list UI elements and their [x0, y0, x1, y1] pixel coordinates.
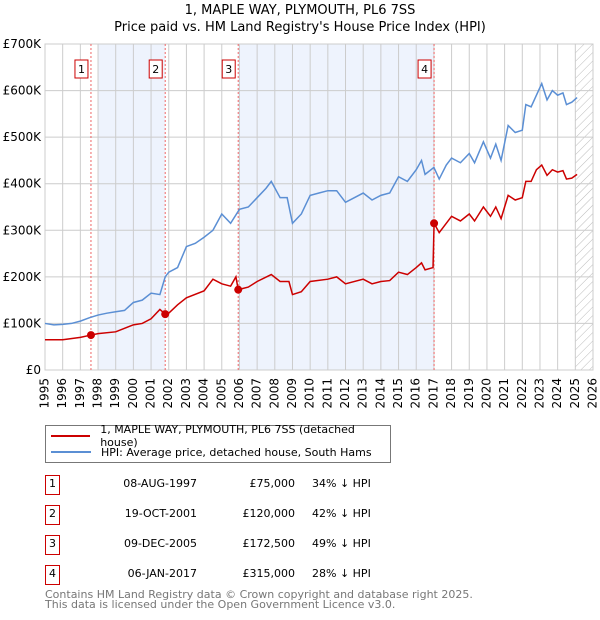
x-tick-label: 2007 — [250, 378, 264, 409]
x-tick-label: 2019 — [462, 378, 476, 409]
sale-label-box — [221, 59, 236, 79]
x-tick-label: 2016 — [409, 378, 423, 409]
sale-point — [86, 331, 95, 340]
sale-row: 4 06-JAN-2017 £315,000 28% ↓ HPI — [45, 565, 425, 585]
sale-hpi: 42% ↓ HPI — [312, 507, 371, 520]
sale-number: 4 — [45, 565, 60, 585]
legend-swatch-blue — [51, 451, 91, 453]
plot-border — [44, 43, 594, 371]
x-tick-label: 2011 — [320, 378, 334, 409]
sale-date: 08-AUG-1997 — [123, 477, 197, 490]
x-tick-label: 1995 — [38, 378, 52, 409]
legend-item-hpi: HPI: Average price, detached house, Sout… — [51, 444, 372, 460]
sale-point — [161, 310, 170, 319]
sale-number: 2 — [45, 505, 60, 525]
sale-price: £172,500 — [242, 537, 296, 550]
x-tick-label: 2002 — [161, 378, 175, 409]
chart-title: 1, MAPLE WAY, PLYMOUTH, PL6 7SS — [184, 3, 416, 18]
x-tick-label: 2008 — [267, 378, 281, 409]
sale-point — [234, 285, 243, 294]
x-tick-label: 1996 — [55, 378, 69, 409]
y-tick-label: £300K — [3, 223, 43, 237]
y-tick-label: £500K — [3, 130, 43, 144]
sale-price: £120,000 — [242, 507, 296, 520]
x-tick-label: 2013 — [356, 378, 370, 409]
sale-hpi: 34% ↓ HPI — [312, 477, 371, 490]
x-tick-label: 2006 — [232, 378, 246, 409]
x-tick-label: 2021 — [497, 378, 511, 409]
x-tick-label: 2026 — [586, 378, 600, 409]
x-tick-label: 2015 — [391, 378, 405, 409]
sale-price: £315,000 — [242, 567, 296, 580]
x-tick-label: 2018 — [444, 378, 458, 409]
sale-price: £75,000 — [249, 477, 296, 490]
x-tick-label: 2003 — [179, 378, 193, 409]
x-tick-label: 2022 — [515, 378, 529, 409]
sale-hpi: 28% ↓ HPI — [312, 567, 371, 580]
y-tick-label: £0 — [26, 363, 41, 377]
sale-date: 19-OCT-2001 — [124, 507, 197, 520]
x-tick-label: 2010 — [303, 378, 317, 409]
shaded-range — [98, 44, 166, 370]
forecast-hatch — [575, 44, 593, 370]
sale-point — [430, 219, 439, 228]
shaded-range — [238, 44, 435, 370]
sale-row: 3 09-DEC-2005 £172,500 49% ↓ HPI — [45, 535, 425, 555]
sale-row: 1 08-AUG-1997 £75,000 34% ↓ HPI — [45, 475, 425, 495]
x-tick-label: 2000 — [126, 378, 140, 409]
y-tick-label: £400K — [3, 177, 43, 191]
y-tick-label: £100K — [3, 316, 43, 330]
x-tick-label: 2001 — [144, 378, 158, 409]
x-tick-label: 1997 — [73, 378, 87, 409]
hpi-line — [44, 81, 578, 326]
legend-swatch-red — [51, 435, 91, 437]
legend-label: HPI: Average price, detached house, Sout… — [101, 445, 372, 459]
x-tick-label: 1999 — [108, 378, 122, 409]
legend-item-property: 1, MAPLE WAY, PLYMOUTH, PL6 7SS (detache… — [51, 423, 390, 449]
chart-subtitle: Price paid vs. HM Land Registry's House … — [114, 20, 486, 35]
sale-label-box — [148, 59, 163, 79]
x-tick-label: 2020 — [479, 378, 493, 409]
y-tick-label: £600K — [3, 84, 43, 98]
x-tick-label: 2025 — [568, 378, 582, 409]
x-tick-label: 2004 — [197, 378, 211, 409]
legend-label: 1, MAPLE WAY, PLYMOUTH, PL6 7SS (detache… — [100, 423, 355, 449]
footer-line: This data is licensed under the Open Gov… — [45, 598, 396, 611]
sale-label: 3 — [225, 63, 232, 76]
footer-line: Contains HM Land Registry data © Crown c… — [45, 588, 473, 601]
sale-number: 1 — [45, 475, 60, 495]
legend: 1, MAPLE WAY, PLYMOUTH, PL6 7SS (detache… — [45, 423, 391, 463]
x-tick-label: 2023 — [532, 378, 546, 409]
sale-row: 2 19-OCT-2001 £120,000 42% ↓ HPI — [45, 505, 425, 525]
x-tick-label: 2005 — [214, 378, 228, 409]
x-tick-label: 2009 — [285, 378, 299, 409]
plot-area: 1995 1996 1997 1998 1999 2000 2001 2002 2003 2004… — [3, 37, 600, 409]
x-tick-label: 2014 — [373, 378, 387, 409]
sale-date: 06-JAN-2017 — [127, 567, 197, 580]
sale-label: 1 — [78, 63, 85, 76]
x-tick-label: 2017 — [426, 378, 440, 409]
sale-label: 4 — [421, 63, 428, 76]
x-tick-label: 1998 — [91, 378, 105, 409]
sale-date: 09-DEC-2005 — [123, 537, 197, 550]
y-tick-label: £700K — [3, 37, 43, 51]
y-tick-label: £200K — [3, 270, 43, 284]
sale-number: 3 — [45, 535, 60, 555]
sale-label-box — [74, 59, 89, 79]
x-tick-label: 2024 — [550, 378, 564, 409]
sale-label: 2 — [152, 63, 159, 76]
sale-label-box — [417, 59, 432, 79]
sale-hpi: 49% ↓ HPI — [312, 537, 371, 550]
x-tick-label: 2012 — [338, 378, 352, 409]
footer: Contains HM Land Registry data © Crown c… — [45, 588, 473, 611]
